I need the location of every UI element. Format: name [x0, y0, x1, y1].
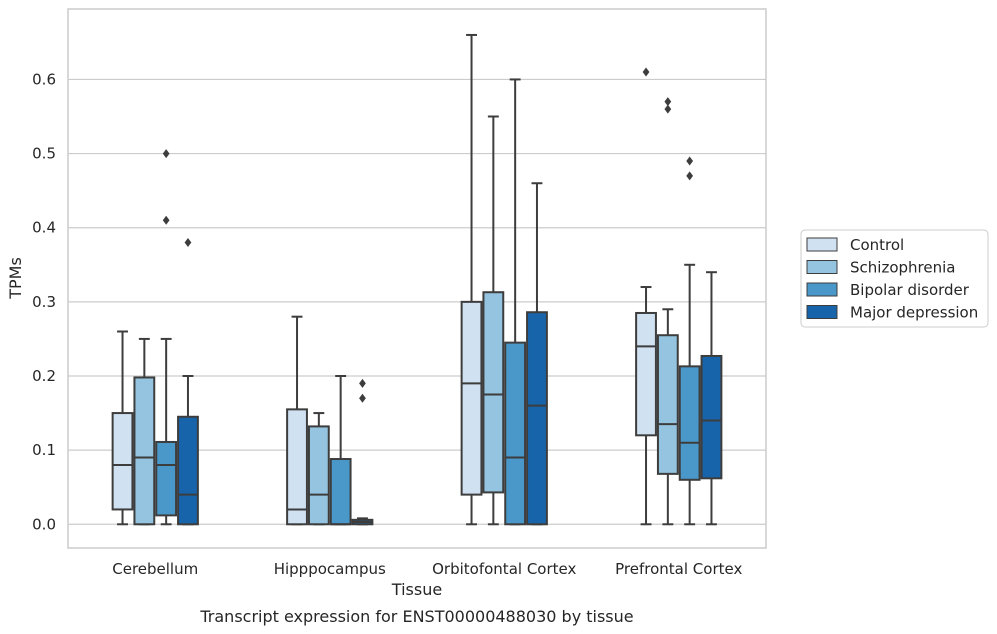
box	[460, 300, 483, 496]
y-axis-ticks: 0.0 0.1 0.2 0.3 0.4 0.5 0.6	[32, 70, 56, 533]
box	[678, 365, 701, 481]
box	[656, 334, 679, 475]
box-series	[111, 33, 723, 526]
box-group	[155, 149, 178, 526]
legend-label: Bipolar disorder	[850, 281, 970, 299]
outlier-point	[184, 238, 192, 248]
outlier-point	[642, 67, 650, 77]
box-group	[635, 67, 657, 526]
legend-label: Major depression	[850, 304, 978, 322]
box	[286, 408, 308, 526]
outlier-point	[359, 378, 366, 388]
x-tick-label: Orbitofontal Cortex	[432, 560, 576, 578]
box-group	[678, 156, 701, 526]
legend-label: Schizophrenia	[850, 259, 955, 277]
legend-swatch	[806, 260, 838, 274]
box-group	[286, 315, 308, 526]
y-tick-label: 0.4	[32, 219, 56, 237]
legend-swatch	[806, 282, 838, 297]
box	[482, 291, 505, 494]
box	[504, 341, 527, 526]
legend-label: Control	[850, 236, 904, 254]
y-tick-label: 0.5	[32, 145, 56, 163]
box	[329, 458, 352, 526]
box-group	[111, 330, 134, 526]
outlier-point	[686, 171, 694, 181]
box-group	[351, 378, 374, 526]
box	[111, 412, 134, 511]
legend-swatch	[806, 237, 838, 252]
box-group	[700, 271, 723, 526]
box-group	[526, 182, 548, 526]
x-tick-label: Hipppocampus	[274, 560, 386, 578]
outlier-point	[664, 104, 672, 114]
outlier-point	[162, 215, 170, 225]
chart-caption: Transcript expression for ENST0000048803…	[199, 607, 633, 626]
box-group	[329, 374, 352, 526]
box-group	[133, 337, 156, 526]
outlier-point	[162, 149, 170, 159]
x-tick-label: Cerebellum	[112, 560, 198, 578]
outlier-point	[686, 156, 694, 166]
outlier-point	[664, 97, 672, 107]
y-axis-title: TPMs	[6, 257, 25, 300]
box	[155, 440, 178, 517]
box-group	[504, 78, 527, 526]
x-tick-label: Prefrontal Cortex	[615, 560, 742, 578]
y-tick-label: 0.6	[32, 70, 56, 88]
box	[526, 311, 548, 526]
box	[700, 354, 723, 480]
x-axis-ticks: Cerebellum Hipppocampus Orbitofontal Corte…	[112, 560, 742, 578]
box	[133, 376, 156, 526]
y-tick-label: 0.1	[32, 441, 56, 459]
y-tick-label: 0.3	[32, 293, 56, 311]
box-group	[460, 33, 483, 526]
box-group	[177, 238, 199, 526]
legend-swatch	[806, 305, 838, 319]
y-tick-label: 0.2	[32, 367, 56, 385]
box-group	[656, 97, 679, 526]
outlier-point	[359, 393, 366, 403]
box	[307, 425, 330, 526]
legend: Control Schizophrenia Bipolar disorder Majo…	[800, 229, 989, 328]
box-group	[307, 412, 330, 526]
box-group	[482, 115, 505, 526]
box	[177, 415, 199, 526]
y-tick-label: 0.0	[32, 515, 56, 533]
x-axis-title: Tissue	[391, 580, 442, 599]
legend-frame	[800, 229, 989, 328]
box	[635, 311, 657, 437]
